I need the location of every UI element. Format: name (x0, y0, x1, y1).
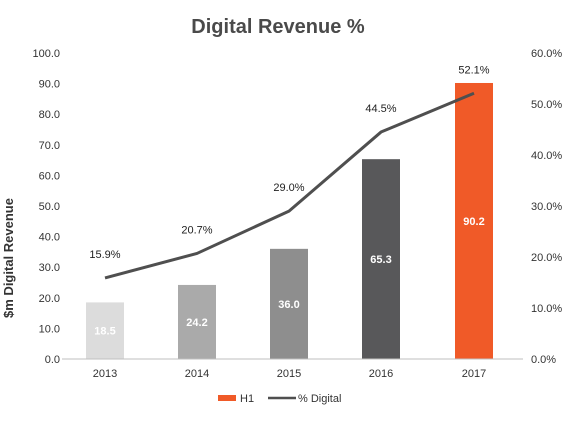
chart-title: Digital Revenue % (191, 16, 365, 38)
bar-value-label: 18.5 (94, 326, 115, 338)
line-value-label: 52.1% (458, 64, 489, 76)
y-tick-label: 50.0 (39, 201, 60, 213)
x-tick-label: 2017 (462, 368, 486, 380)
bar-value-label: 24.2 (186, 317, 207, 329)
right-axis-ticks: 0.0% 10.0% 20.0% 30.0% 40.0% 50.0% 60.0% (531, 48, 562, 366)
line-value-label: 20.7% (181, 224, 212, 236)
left-axis-ticks: 0.0 10.0 20.0 30.0 40.0 50.0 60.0 70.0 80.0 90.0 1… (32, 48, 60, 366)
y2-tick-label: 50.0% (531, 99, 562, 111)
y2-tick-label: 60.0% (531, 48, 562, 60)
y2-tick-label: 10.0% (531, 303, 562, 315)
y-tick-label: 20.0 (39, 293, 60, 305)
line-value-label: 15.9% (89, 249, 120, 261)
pct-digital-line (104, 91, 475, 280)
bar (178, 284, 216, 359)
y-tick-label: 30.0 (39, 262, 60, 274)
y-tick-label: 10.0 (39, 323, 60, 335)
y-tick-label: 40.0 (39, 232, 60, 244)
x-tick-label: 2016 (369, 368, 393, 380)
y2-tick-label: 0.0% (531, 354, 556, 366)
y2-tick-label: 40.0% (531, 150, 562, 162)
y-tick-label: 90.0 (39, 79, 60, 91)
legend-label-pct-digital: % Digital (298, 393, 341, 405)
line-value-label: 44.5% (365, 103, 396, 115)
legend: H1 % Digital (218, 393, 341, 405)
bar (270, 248, 308, 359)
bar-value-label: 65.3 (370, 254, 391, 266)
x-tick-label: 2015 (277, 368, 301, 380)
bar-value-label: 90.2 (463, 216, 484, 228)
y-axis-label: $m Digital Revenue (1, 198, 16, 318)
line-series: 15.9% 20.7% 29.0% 44.5% 52.1% (89, 64, 490, 280)
bar (455, 82, 493, 359)
line-value-label: 29.0% (273, 182, 304, 194)
bar-series: 18.5 24.2 36.0 65.3 90.2 (62, 82, 523, 360)
y2-tick-label: 20.0% (531, 252, 562, 264)
y-tick-label: 60.0 (39, 170, 60, 182)
x-tick-label: 2013 (93, 368, 117, 380)
bar (86, 302, 124, 359)
y2-tick-label: 30.0% (531, 201, 562, 213)
y-tick-label: 70.0 (39, 140, 60, 152)
bar-value-label: 36.0 (278, 299, 299, 311)
x-tick-label: 2014 (185, 368, 209, 380)
bar (362, 159, 400, 359)
legend-swatch-h1 (218, 395, 236, 401)
y-tick-label: 0.0 (45, 354, 60, 366)
y-tick-label: 100.0 (32, 48, 60, 60)
y-tick-label: 80.0 (39, 109, 60, 121)
x-axis-ticks: 2013 2014 2015 2016 2017 (93, 368, 486, 380)
legend-label-h1: H1 (240, 393, 254, 405)
